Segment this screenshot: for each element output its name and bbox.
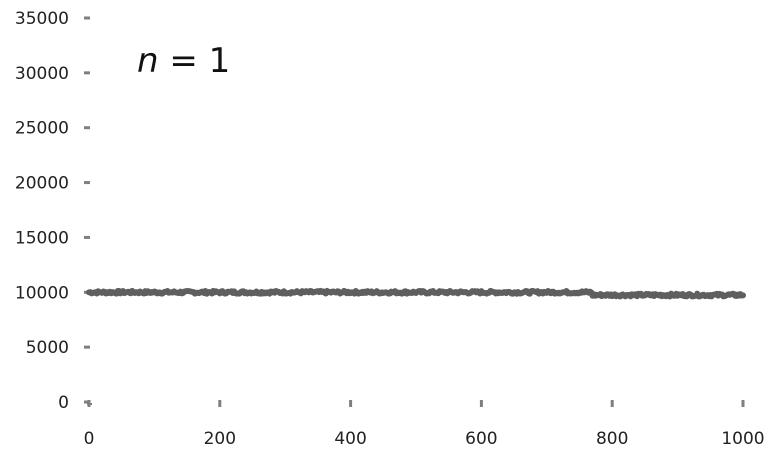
y-tick-label: 25000 bbox=[15, 119, 69, 139]
x-tick-label: 0 bbox=[84, 429, 95, 449]
annotation-label: n = 1 bbox=[137, 41, 230, 81]
data-series bbox=[86, 287, 746, 300]
y-tick-label: 30000 bbox=[15, 64, 69, 84]
y-tick-label: 15000 bbox=[15, 228, 69, 248]
x-tick-label: 600 bbox=[465, 429, 497, 449]
x-tick-label: 400 bbox=[334, 429, 366, 449]
y-tick-label: 0 bbox=[58, 393, 69, 413]
x-axis: 0 200 400 600 800 1000 bbox=[84, 400, 765, 449]
annotation-value: = 1 bbox=[159, 41, 231, 81]
annotation-variable: n bbox=[137, 41, 159, 81]
y-tick-label: 35000 bbox=[15, 9, 69, 29]
x-tick-label: 200 bbox=[204, 429, 236, 449]
data-point bbox=[740, 292, 746, 299]
y-tick-label: 10000 bbox=[15, 283, 69, 303]
x-tick-label: 800 bbox=[596, 429, 628, 449]
y-axis: 0 5000 10000 15000 20000 25000 30000 35000 bbox=[15, 9, 90, 413]
y-tick-label: 20000 bbox=[15, 174, 69, 194]
x-tick-label: 1000 bbox=[721, 429, 764, 449]
y-tick-label: 5000 bbox=[26, 338, 69, 358]
